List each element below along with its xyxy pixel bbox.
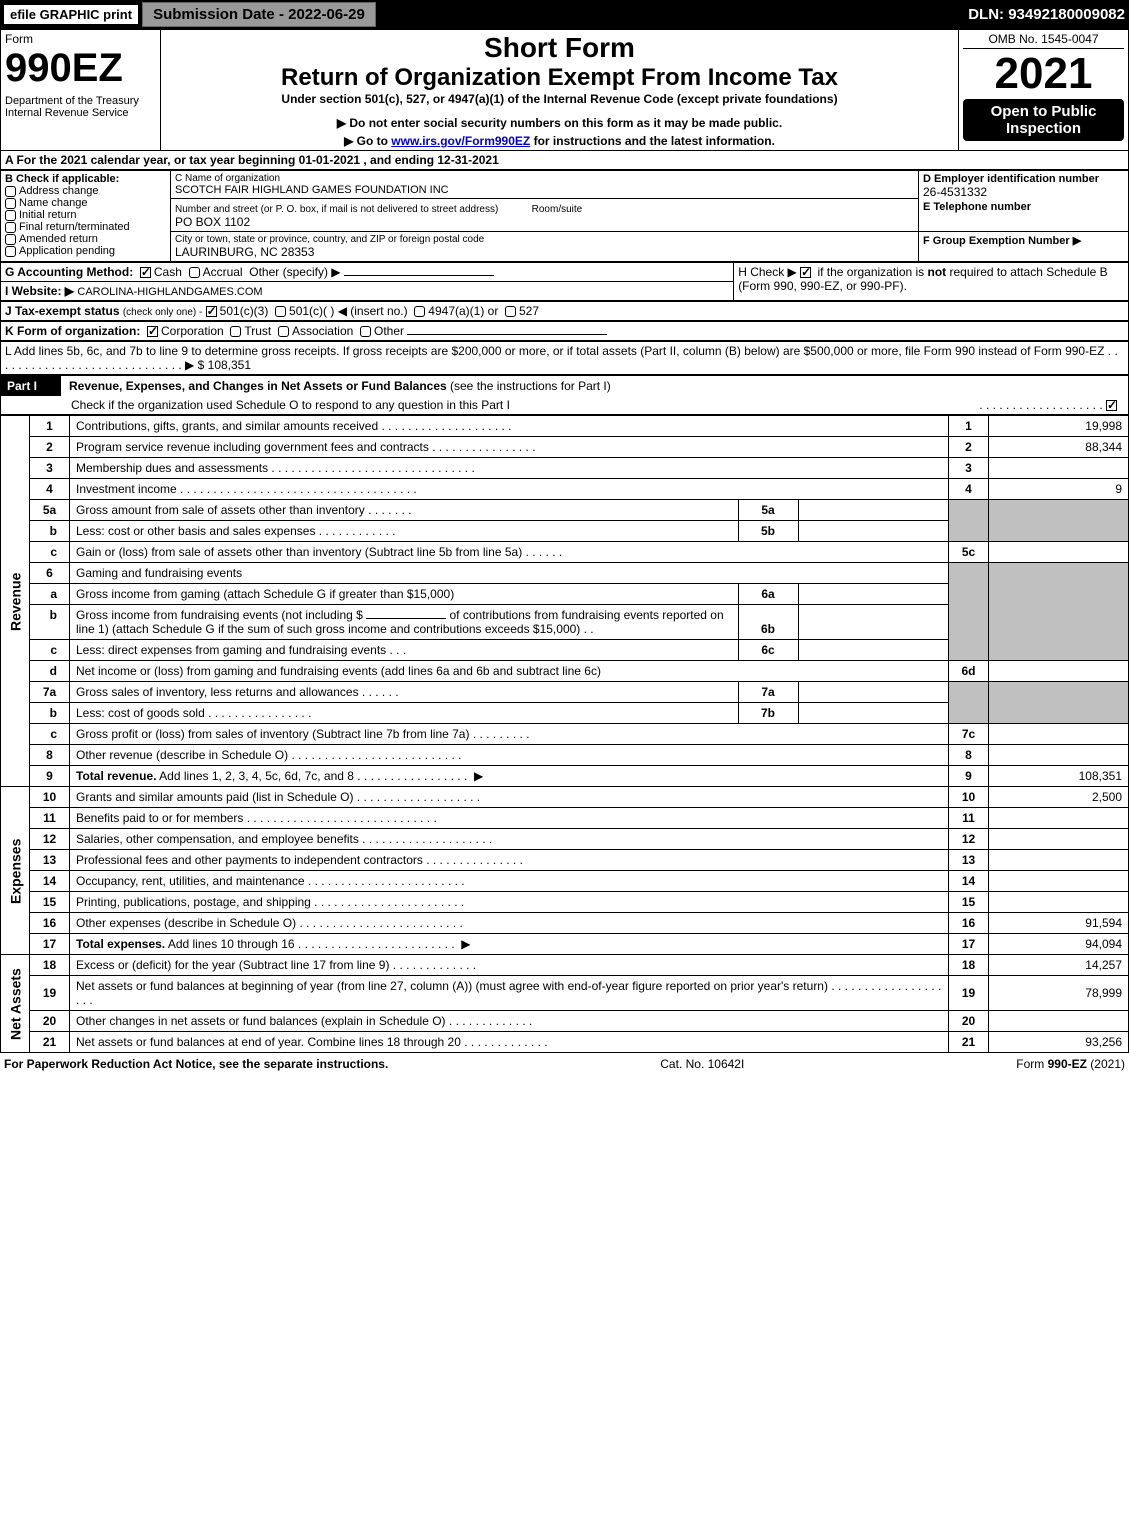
- section-b-title: B Check if applicable:: [5, 173, 166, 185]
- form-label: Form: [5, 32, 156, 46]
- cb-other[interactable]: [360, 326, 371, 337]
- cb-assoc[interactable]: [278, 326, 289, 337]
- cb-501c[interactable]: [275, 306, 286, 317]
- l4-amt: 9: [989, 479, 1129, 500]
- top-bar: efile GRAPHIC print Submission Date - 20…: [0, 0, 1129, 29]
- l2-amt: 88,344: [989, 437, 1129, 458]
- expenses-label: Expenses: [1, 787, 30, 955]
- cb-schedule-b[interactable]: [800, 267, 811, 278]
- no-ssn: ▶ Do not enter social security numbers o…: [165, 116, 954, 130]
- room-label: Room/suite: [532, 204, 583, 215]
- cb-initial-return[interactable]: [5, 210, 16, 221]
- l17-amt: 94,094: [989, 934, 1129, 955]
- form-link[interactable]: www.irs.gov/Form990EZ: [391, 134, 530, 148]
- part1-subtitle: Revenue, Expenses, and Changes in Net As…: [69, 379, 447, 393]
- section-c-label: C Name of organization: [175, 173, 914, 184]
- section-k-label: K Form of organization:: [5, 324, 140, 338]
- part1-check-text: Check if the organization used Schedule …: [71, 398, 510, 412]
- l10-amt: 2,500: [989, 787, 1129, 808]
- cb-accrual[interactable]: [189, 267, 200, 278]
- cb-name-change[interactable]: [5, 198, 16, 209]
- cb-schedule-o[interactable]: [1106, 400, 1117, 411]
- l19-amt: 78,999: [989, 976, 1129, 1011]
- cb-amended[interactable]: [5, 234, 16, 245]
- street: PO BOX 1102: [175, 215, 914, 229]
- under-section: Under section 501(c), 527, or 4947(a)(1)…: [165, 92, 954, 106]
- cb-501c3[interactable]: [206, 306, 217, 317]
- l21-amt: 93,256: [989, 1032, 1129, 1053]
- netassets-label: Net Assets: [1, 955, 30, 1053]
- cb-527[interactable]: [505, 306, 516, 317]
- section-i-label: I Website: ▶: [5, 284, 74, 298]
- cb-corp[interactable]: [147, 326, 158, 337]
- l16-amt: 91,594: [989, 913, 1129, 934]
- cb-cash[interactable]: [140, 267, 151, 278]
- efile-badge: efile GRAPHIC print: [4, 5, 138, 24]
- dept-treasury: Department of the Treasury: [5, 95, 156, 107]
- omb: OMB No. 1545-0047: [963, 32, 1124, 49]
- section-j-label: J Tax-exempt status: [5, 304, 120, 318]
- cb-4947[interactable]: [414, 306, 425, 317]
- org-name: SCOTCH FAIR HIGHLAND GAMES FOUNDATION IN…: [175, 184, 914, 196]
- l9-amt: 108,351: [989, 766, 1129, 787]
- submission-date: Submission Date - 2022-06-29: [142, 2, 376, 27]
- goto-line: ▶ Go to www.irs.gov/Form990EZ for instru…: [165, 134, 954, 148]
- footer: For Paperwork Reduction Act Notice, see …: [0, 1053, 1129, 1075]
- cb-final-return[interactable]: [5, 222, 16, 233]
- l1-amt: 19,998: [989, 416, 1129, 437]
- section-e-label: E Telephone number: [923, 201, 1124, 213]
- section-l-text: L Add lines 5b, 6c, and 7b to line 9 to …: [5, 344, 1104, 358]
- short-form-title: Short Form: [165, 32, 954, 64]
- paperwork-notice: For Paperwork Reduction Act Notice, see …: [4, 1057, 388, 1071]
- form-number: 990EZ: [5, 46, 156, 91]
- return-title: Return of Organization Exempt From Incom…: [165, 64, 954, 92]
- part1-label: Part I: [1, 376, 61, 396]
- tax-year: 2021: [963, 49, 1124, 99]
- section-f-label: F Group Exemption Number: [923, 235, 1070, 247]
- l18-amt: 14,257: [989, 955, 1129, 976]
- cat-no: Cat. No. 10642I: [660, 1057, 744, 1071]
- ein: 26-4531332: [923, 185, 1124, 199]
- dln: DLN: 93492180009082: [968, 6, 1125, 23]
- cb-app-pending[interactable]: [5, 246, 16, 257]
- cb-trust[interactable]: [230, 326, 241, 337]
- gh-table: G Accounting Method: Cash Accrual Other …: [0, 262, 1129, 301]
- bcdef-table: B Check if applicable: Address change Na…: [0, 170, 1129, 262]
- section-a: A For the 2021 calendar year, or tax yea…: [0, 151, 1129, 170]
- part1-lines: Revenue 1 Contributions, gifts, grants, …: [0, 415, 1129, 1053]
- revenue-label: Revenue: [1, 416, 30, 787]
- section-d-label: D Employer identification number: [923, 173, 1124, 185]
- open-to-public: Open to Public Inspection: [963, 99, 1124, 141]
- cb-address-change[interactable]: [5, 186, 16, 197]
- street-label: Number and street (or P. O. box, if mail…: [175, 204, 498, 215]
- city: LAURINBURG, NC 28353: [175, 245, 914, 259]
- website: CAROLINA-HIGHLANDGAMES.COM: [77, 286, 262, 298]
- irs-label: Internal Revenue Service: [5, 107, 156, 119]
- city-label: City or town, state or province, country…: [175, 234, 914, 245]
- form-header-table: Form 990EZ Department of the Treasury In…: [0, 29, 1129, 151]
- section-g-label: G Accounting Method:: [5, 265, 133, 279]
- gross-receipts: 108,351: [208, 358, 251, 372]
